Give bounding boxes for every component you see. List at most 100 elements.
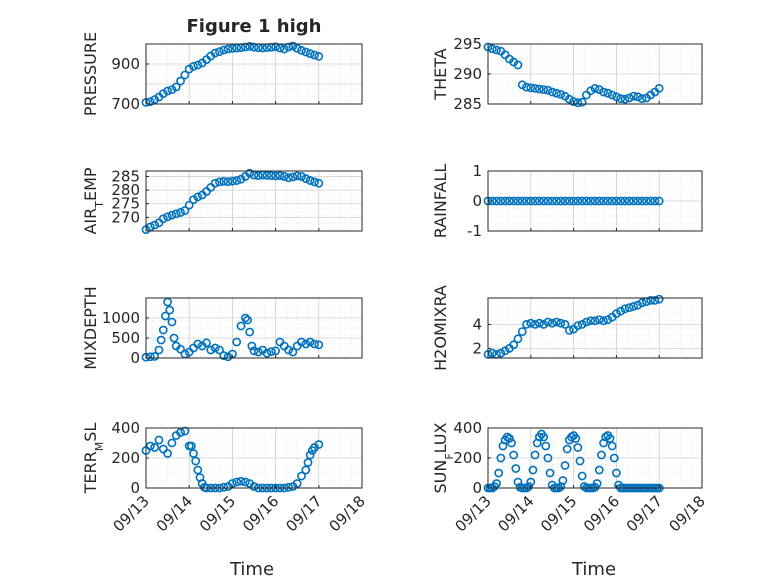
axes-box <box>145 43 363 105</box>
data-point <box>577 319 587 329</box>
data-point <box>637 196 647 206</box>
data-point <box>219 45 229 55</box>
data-point <box>161 311 170 321</box>
data-point <box>494 468 504 478</box>
x-tick-label: 09/14 <box>494 492 537 535</box>
y-axis-label: SUNFLUX <box>431 422 456 493</box>
x-tick-label: 09/16 <box>580 492 623 535</box>
x-tick-label: 09/18 <box>326 492 369 535</box>
data-point <box>507 438 516 448</box>
data-point <box>180 70 190 80</box>
data-point <box>590 84 600 93</box>
data-point <box>215 177 224 187</box>
data-markers <box>483 429 664 493</box>
y-tick-label: 290 <box>453 65 482 83</box>
data-point <box>202 338 211 348</box>
data-point <box>597 450 606 460</box>
data-point <box>573 443 583 452</box>
data-point <box>573 196 583 206</box>
data-point <box>577 471 587 481</box>
data-point <box>193 339 203 349</box>
data-point <box>594 315 604 324</box>
data-point <box>154 435 164 445</box>
data-point <box>541 441 551 451</box>
data-point <box>569 97 578 106</box>
data-point <box>145 352 155 362</box>
data-point <box>528 465 538 475</box>
data-point <box>582 196 591 206</box>
data-point <box>633 196 643 206</box>
data-point <box>607 196 617 206</box>
data-point <box>301 339 311 349</box>
data-point <box>284 42 293 52</box>
data-point <box>236 321 246 331</box>
data-point <box>219 482 229 492</box>
data-point <box>526 318 536 328</box>
data-point <box>590 196 600 206</box>
data-point <box>266 171 276 181</box>
data-point <box>288 172 298 182</box>
data-point <box>145 441 155 451</box>
x-tick-label: 09/17 <box>623 492 666 535</box>
data-point <box>305 49 315 58</box>
data-point <box>603 315 613 324</box>
data-point <box>569 196 578 206</box>
data-point <box>543 317 553 327</box>
data-point <box>586 86 596 96</box>
data-point <box>189 195 198 205</box>
data-point <box>292 479 302 488</box>
y-tick-label: 285 <box>111 167 140 185</box>
data-point <box>629 301 638 311</box>
data-point <box>605 434 615 443</box>
data-point <box>524 482 534 491</box>
data-point <box>573 321 583 330</box>
data-point <box>247 341 257 351</box>
data-point <box>301 174 311 184</box>
data-point <box>253 171 263 181</box>
data-point <box>609 453 619 463</box>
data-point <box>279 172 289 181</box>
data-point <box>552 317 561 327</box>
data-point <box>492 196 501 206</box>
data-point <box>249 482 259 491</box>
data-point <box>633 300 643 310</box>
data-point <box>633 92 643 102</box>
data-point <box>629 91 638 101</box>
data-point <box>206 345 216 355</box>
data-point <box>215 345 224 355</box>
axes-box <box>145 170 363 232</box>
data-point <box>616 94 626 103</box>
y-tick-label: 0 <box>130 479 140 497</box>
data-point <box>243 315 252 325</box>
data-point <box>301 465 311 475</box>
data-point <box>590 316 600 326</box>
data-point <box>158 325 168 335</box>
data-point <box>180 206 190 215</box>
x-tick-label: 09/15 <box>537 492 580 535</box>
data-point <box>245 168 255 178</box>
data-point <box>150 443 160 452</box>
x-axis-label-right: Time <box>571 559 616 580</box>
y-tick-label: 200 <box>111 449 140 467</box>
data-point <box>227 176 237 186</box>
data-point <box>292 44 302 53</box>
subplot-4: -1 0 1 RAINFALL <box>431 162 703 240</box>
data-point <box>513 477 523 487</box>
data-point <box>150 220 160 230</box>
data-point <box>158 89 168 98</box>
data-point <box>184 200 194 210</box>
data-point <box>167 438 177 448</box>
data-point <box>571 434 581 443</box>
data-point <box>176 76 185 86</box>
data-point <box>288 347 298 357</box>
data-point <box>539 432 549 442</box>
data-point <box>556 318 566 328</box>
data-point <box>310 339 319 349</box>
data-point <box>500 346 510 356</box>
data-point <box>543 85 553 95</box>
data-point <box>612 196 621 206</box>
data-point <box>305 450 315 460</box>
data-point <box>530 84 540 93</box>
